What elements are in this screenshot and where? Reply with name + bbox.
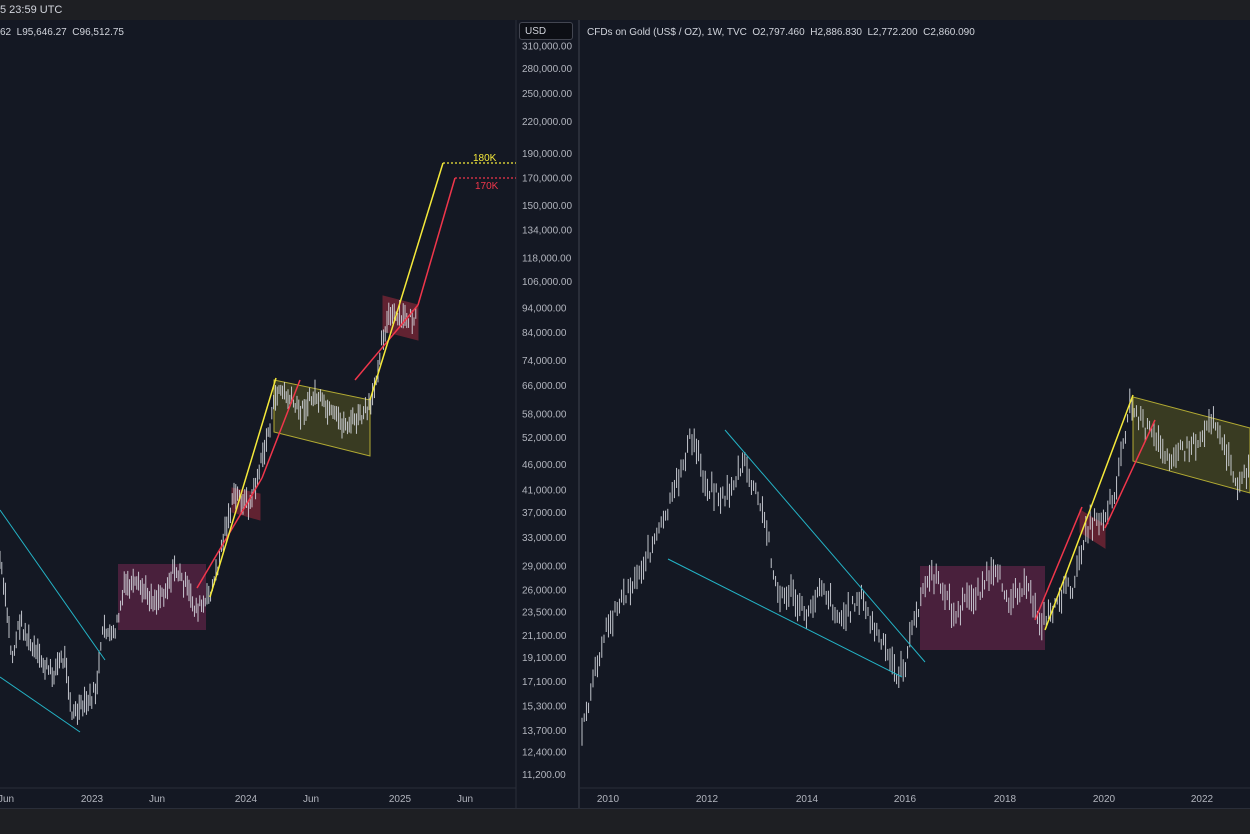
red-projection-segment: [417, 177, 456, 306]
yellow-projection-segment: [369, 162, 444, 401]
y-tick-label: 58,000.00: [522, 409, 567, 420]
gold-price-series: [581, 388, 1250, 746]
target-label-170k: 170K: [475, 181, 499, 192]
currency-button[interactable]: USD: [519, 22, 573, 40]
trend-line: [667, 558, 903, 678]
y-tick-label: 220,000.00: [522, 117, 572, 128]
red-projection-segment: [1104, 419, 1156, 529]
y-tick-label: 170,000.00: [522, 173, 572, 184]
y-tick-label: 41,000.00: [522, 485, 567, 496]
y-tick-label: 15,300.00: [522, 702, 567, 713]
pane-divider[interactable]: [578, 20, 580, 808]
y-tick-label: 280,000.00: [522, 64, 572, 75]
x-tick-label: 2024: [235, 794, 258, 805]
red-projection-segment: [1034, 506, 1083, 621]
y-tick-label: 13,700.00: [522, 726, 567, 737]
x-tick-label: Jun: [457, 794, 473, 805]
consolidation-channel: [273, 379, 371, 457]
target-label-180k: 180K: [473, 153, 497, 164]
range-box: [118, 564, 206, 630]
x-tick-label: 2025: [389, 794, 412, 805]
y-tick-label: 11,200.00: [522, 770, 566, 781]
gold-chart-pane[interactable]: CFDs on Gold (US$ / OZ), 1W, TVC O2,797.…: [580, 20, 1250, 808]
top-bar: 5 23:59 UTC: [0, 0, 1250, 21]
y-tick-label: 118,000.00: [522, 253, 572, 264]
trend-line: [724, 429, 926, 663]
y-tick-label: 190,000.00: [522, 149, 572, 160]
x-tick-label: 2023: [81, 794, 104, 805]
y-tick-label: 310,000.00: [522, 42, 572, 53]
x-tick-label: 2020: [1093, 794, 1116, 805]
red-projection-segment: [354, 304, 419, 381]
yellow-projection-segment: [209, 377, 277, 598]
gold-ohlc-legend: CFDs on Gold (US$ / OZ), 1W, TVC O2,797.…: [587, 27, 975, 38]
btc-price-series: [0, 300, 417, 725]
y-tick-label: 37,000.00: [522, 508, 567, 519]
x-tick-label: 2010: [597, 794, 620, 805]
btc-chart-pane[interactable]: 62 L95,646.27 C96,512.75 USD 180K 170K 31…: [0, 20, 578, 808]
y-tick-label: 17,100.00: [522, 677, 567, 688]
timestamp: 5 23:59 UTC: [0, 4, 63, 16]
x-tick-label: 2012: [696, 794, 719, 805]
y-tick-label: 150,000.00: [522, 201, 572, 212]
bottom-bar: [0, 808, 1250, 834]
trend-line: [0, 676, 81, 733]
x-tick-label: 2018: [994, 794, 1017, 805]
y-tick-label: 19,100.00: [522, 653, 567, 664]
y-tick-label: 84,000.00: [522, 328, 567, 339]
yellow-projection-segment: [1044, 394, 1134, 631]
x-tick-label: 2022: [1191, 794, 1214, 805]
y-tick-label: 26,000.00: [522, 585, 567, 596]
y-tick-label: 29,000.00: [522, 561, 567, 572]
x-tick-label: 2014: [796, 794, 819, 805]
y-tick-label: 106,000.00: [522, 277, 572, 288]
y-tick-label: 23,500.00: [522, 607, 567, 618]
x-tick-label: 2016: [894, 794, 917, 805]
x-tick-label: Jun: [0, 794, 14, 805]
y-tick-label: 66,000.00: [522, 381, 567, 392]
x-tick-label: Jun: [303, 794, 319, 805]
y-tick-label: 94,000.00: [522, 303, 567, 314]
y-tick-label: 46,000.00: [522, 460, 567, 471]
y-tick-label: 33,000.00: [522, 533, 567, 544]
y-tick-label: 74,000.00: [522, 356, 567, 367]
y-tick-label: 21,100.00: [522, 631, 567, 642]
trend-line: [0, 509, 106, 661]
red-projection-segment: [261, 379, 301, 479]
gold-chart: 2010 2012 2014 2016 2018 2020 2022: [580, 388, 1250, 805]
btc-ohlc-legend: 62 L95,646.27 C96,512.75: [0, 27, 124, 38]
y-tick-label: 12,400.00: [522, 748, 567, 759]
btc-chart: 180K 170K 310,000.00 280,000.00 250,000.00 2…: [0, 20, 572, 808]
y-tick-label: 250,000.00: [522, 89, 572, 100]
x-tick-label: Jun: [149, 794, 165, 805]
y-tick-label: 134,000.00: [522, 226, 572, 237]
y-tick-label: 52,000.00: [522, 433, 567, 444]
